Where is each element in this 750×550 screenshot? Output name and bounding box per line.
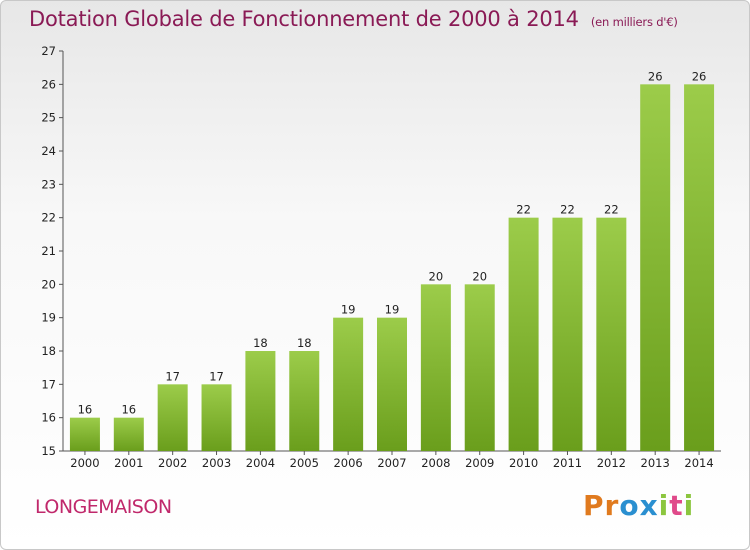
bar bbox=[640, 84, 671, 451]
bar bbox=[157, 384, 188, 451]
x-tick-label: 2000 bbox=[70, 456, 99, 470]
x-tick-label: 2008 bbox=[421, 456, 450, 470]
data-labels: 16 16 17 17 18 18 19 19 20 20 22 22 22 26 26 bbox=[78, 69, 707, 416]
x-tick-label: 2006 bbox=[333, 456, 362, 470]
data-label: 26 bbox=[692, 69, 707, 83]
data-label: 22 bbox=[560, 203, 575, 217]
y-tick-label: 21 bbox=[41, 244, 56, 258]
y-tick-label: 22 bbox=[41, 211, 56, 225]
proxiti-logo: Proxiti bbox=[583, 489, 694, 522]
bar bbox=[464, 284, 495, 451]
logo-letter: i bbox=[683, 489, 695, 522]
y-tick-label: 23 bbox=[41, 177, 56, 191]
axes: 15 16 17 18 19 20 21 22 23 24 25 26 27 2000 2001 2002 20… bbox=[41, 44, 721, 470]
data-label: 16 bbox=[121, 403, 136, 417]
y-tick-label: 24 bbox=[41, 144, 56, 158]
bar bbox=[113, 417, 144, 451]
x-tick-label: 2005 bbox=[290, 456, 319, 470]
logo-letter: i bbox=[658, 489, 670, 522]
bar bbox=[333, 317, 364, 451]
bar bbox=[684, 84, 715, 451]
x-tick-label: 2009 bbox=[465, 456, 494, 470]
y-tick-label: 15 bbox=[41, 444, 56, 458]
x-tick-label: 2003 bbox=[202, 456, 231, 470]
x-tick-label: 2014 bbox=[684, 456, 713, 470]
chart-subtitle: (en milliers d'€) bbox=[590, 15, 678, 29]
data-label: 16 bbox=[78, 403, 93, 417]
x-tick-label: 2001 bbox=[114, 456, 143, 470]
x-tick-label: 2007 bbox=[377, 456, 406, 470]
chart-title: Dotation Globale de Fonctionnement de 20… bbox=[29, 7, 678, 31]
bar bbox=[377, 317, 407, 451]
y-tick-label: 26 bbox=[41, 77, 56, 91]
data-label: 18 bbox=[297, 336, 312, 350]
y-tick-label: 16 bbox=[41, 411, 56, 425]
logo-letter: o bbox=[619, 489, 640, 522]
bar bbox=[69, 417, 100, 451]
data-label: 22 bbox=[604, 203, 619, 217]
logo-letter: x bbox=[639, 489, 659, 522]
data-label: 19 bbox=[385, 303, 400, 317]
y-tick-label: 20 bbox=[41, 277, 56, 291]
data-label: 18 bbox=[253, 336, 268, 350]
y-tick-label: 27 bbox=[41, 44, 56, 58]
bar bbox=[596, 217, 627, 451]
y-tick-label: 17 bbox=[41, 377, 56, 391]
x-tick-label: 2013 bbox=[641, 456, 670, 470]
x-tick-label: 2004 bbox=[246, 456, 275, 470]
bar bbox=[201, 384, 232, 451]
x-tick-label: 2010 bbox=[509, 456, 538, 470]
x-tick-label: 2011 bbox=[553, 456, 582, 470]
bar bbox=[552, 217, 583, 451]
y-tick-label: 25 bbox=[41, 111, 56, 125]
logo-letter: r bbox=[604, 489, 620, 522]
logo-letter: P bbox=[583, 489, 605, 522]
commune-name: LONGEMAISON bbox=[35, 496, 172, 518]
y-tick-label: 18 bbox=[41, 344, 56, 358]
bar bbox=[289, 351, 320, 451]
x-tick-label: 2002 bbox=[158, 456, 187, 470]
bar bbox=[508, 217, 539, 451]
bar bbox=[420, 284, 451, 451]
data-label: 19 bbox=[341, 303, 356, 317]
data-label: 20 bbox=[472, 269, 487, 283]
y-tick-label: 19 bbox=[41, 311, 56, 325]
bar bbox=[245, 351, 276, 451]
data-label: 17 bbox=[165, 369, 180, 383]
logo-letter: t bbox=[669, 489, 684, 522]
x-tick-label: 2012 bbox=[597, 456, 626, 470]
bars bbox=[69, 84, 715, 451]
chart-title-text: Dotation Globale de Fonctionnement de 20… bbox=[29, 7, 579, 31]
data-label: 22 bbox=[516, 203, 531, 217]
data-label: 17 bbox=[209, 369, 224, 383]
data-label: 20 bbox=[429, 269, 444, 283]
data-label: 26 bbox=[648, 69, 663, 83]
